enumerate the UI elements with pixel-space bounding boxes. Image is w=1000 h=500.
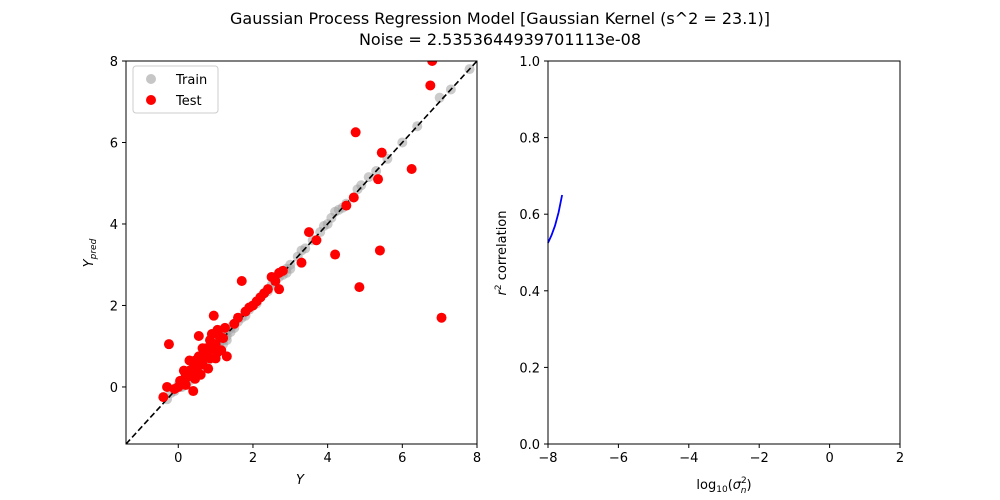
y-label-r: r (495, 288, 510, 295)
test-point-61 (350, 127, 361, 138)
test-point-74 (175, 375, 186, 386)
correlation-x-label: log10(σ2 n) (696, 476, 751, 496)
corr-ytick-label-0.8: 0.8 (519, 132, 540, 147)
corr-ytick-label-0: 0.0 (519, 438, 540, 453)
legend-test-label: Test (175, 94, 202, 109)
scatter-legend: Train Test (132, 65, 219, 114)
corr-xtick-label-2: 2 (896, 451, 904, 466)
scatter-ytick-label-2: 2 (110, 299, 118, 314)
scatter-ytick-label-4: 4 (110, 218, 118, 233)
test-point-41 (233, 312, 244, 323)
scatter-xtick-label-4: 4 (323, 451, 331, 466)
test-point-63 (373, 174, 384, 185)
test-point-68 (427, 61, 438, 66)
y-label-r-sup: 2 (494, 284, 504, 290)
corr-xtick-label--2: −2 (750, 451, 769, 466)
legend-train-marker (146, 74, 156, 84)
test-point-19 (203, 363, 214, 374)
scatter-marks (126, 61, 477, 444)
corr-xtick-label--4: −4 (679, 451, 698, 466)
test-point-71 (219, 322, 230, 333)
correlation-marks (547, 194, 563, 244)
train-point-63 (363, 172, 374, 183)
scatter-ytick-label-8: 8 (110, 55, 118, 70)
corr-ytick-label-0.2: 0.2 (519, 361, 540, 376)
scatter-y-label: Ypred (82, 238, 99, 267)
test-point-62 (354, 282, 365, 293)
test-point-67 (425, 80, 436, 91)
test-point-51 (270, 276, 281, 287)
test-point-70 (212, 347, 223, 358)
scatter-y-label-sub: pred (89, 238, 99, 260)
scatter-xtick-label-6: 6 (398, 451, 406, 466)
corr-ytick-label-1: 1.0 (519, 55, 540, 70)
test-point-59 (341, 200, 352, 211)
correlation-ticks: −8 −6 −4 −2 0 2 0.0 0.2 0.4 0.6 0.8 1.0 (519, 55, 904, 466)
corr-ytick-label-0.4: 0.4 (519, 285, 540, 300)
legend-train-label: Train (175, 73, 207, 88)
scatter-xtick-label-2: 2 (249, 451, 257, 466)
test-point-66 (406, 163, 417, 174)
test-point-14 (193, 331, 204, 342)
scatter-xtick-label-8: 8 (473, 451, 481, 466)
scatter-ytick-label-6: 6 (110, 136, 118, 151)
test-point-58 (330, 249, 341, 260)
correlation-y-label: r2 correlation (494, 211, 510, 296)
scatter-x-label: Y (296, 473, 305, 488)
scatter-ytick-label-0: 0 (110, 381, 118, 396)
test-point-73 (193, 351, 204, 362)
corr-xtick-label--8: −8 (538, 451, 557, 466)
x-label-log: log (696, 478, 716, 493)
test-point-27 (218, 333, 229, 344)
test-point-53 (274, 284, 285, 295)
train-point-68 (434, 92, 445, 103)
test-point-28 (221, 351, 232, 362)
scatter-plot-area (126, 61, 477, 444)
train-point-62 (356, 180, 367, 191)
scatter-axes-frame (125, 60, 478, 445)
corr-xtick-label-0: 0 (825, 451, 833, 466)
x-label-log-base: 10 (716, 485, 728, 495)
test-point-42 (236, 276, 247, 287)
test-point-55 (296, 257, 307, 268)
test-point-72 (205, 353, 216, 364)
test-point-38 (197, 343, 208, 354)
correlation-panel: −8 −6 −4 −2 0 20.00.20.40.60.81.0 log10(σ2 n) … (494, 55, 904, 496)
scatter-panel: 0 2 4 6 8 0 2 4 6 8 Train Test Y Ypred (82, 55, 481, 488)
y-label-rest: correlation (495, 211, 510, 285)
test-point-0 (158, 392, 169, 403)
figure-title-line1: Gaussian Process Regression Model [Gauss… (230, 9, 770, 28)
test-point-54 (277, 265, 288, 276)
corr-ytick-label-0.6: 0.6 (519, 208, 540, 223)
corr-xtick-label--6: −6 (609, 451, 628, 466)
test-point-69 (436, 312, 447, 323)
scatter-ticks: 0 2 4 6 8 0 2 4 6 8 (110, 55, 481, 466)
test-point-60 (348, 192, 359, 203)
test-point-22 (208, 310, 219, 321)
test-point-56 (303, 227, 314, 238)
x-label-sigma-sup: 2 (741, 476, 747, 486)
correlation-axes-frame (547, 60, 901, 445)
x-label-sigma-sub: n (741, 486, 747, 496)
scatter-xtick-label-0: 0 (174, 451, 182, 466)
x-label-sigma: σ (733, 478, 742, 493)
test-point-49 (262, 284, 273, 295)
figure-title-line2: Noise = 2.5353644939701113e-08 (359, 30, 641, 49)
legend-test-marker (146, 95, 156, 105)
test-point-29 (188, 386, 199, 397)
test-point-57 (311, 235, 322, 246)
test-point-64 (374, 245, 385, 256)
test-point-65 (376, 147, 387, 158)
r2-correlation-line (547, 194, 563, 244)
scatter-y-label-main: Y (82, 258, 97, 267)
test-point-1 (163, 339, 174, 350)
